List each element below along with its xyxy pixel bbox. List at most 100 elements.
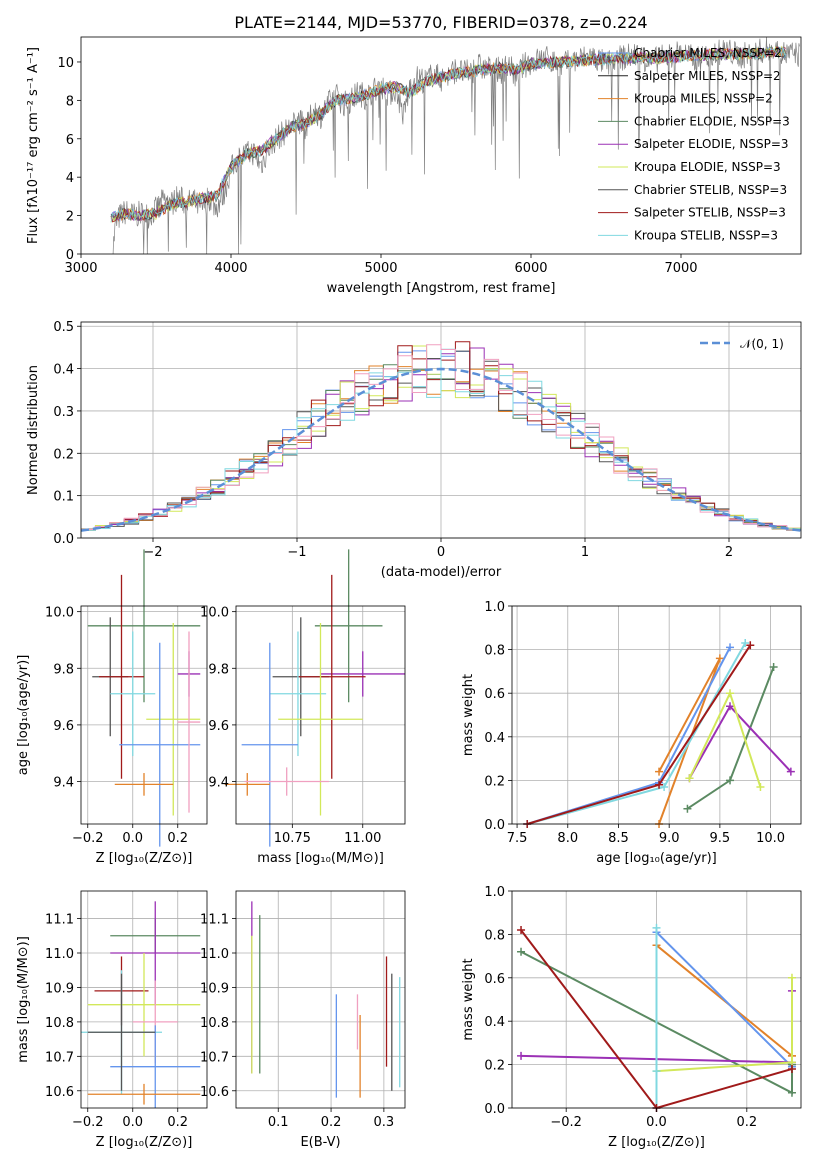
data-point	[726, 776, 735, 785]
x-axis-label: Z [log₁₀(Z/Z⊙)]	[96, 1135, 193, 1150]
legend-label: Kroupa MILES, NSSP=2	[634, 92, 773, 106]
y-tick-label: 0.0	[484, 1102, 505, 1117]
y-tick-label: 0.4	[484, 1015, 505, 1030]
y-tick-label: 10.8	[45, 1016, 74, 1031]
series-line	[688, 690, 762, 788]
x-tick-label: 4000	[214, 261, 247, 276]
x-tick-label: 8.0	[557, 831, 578, 846]
legend-label: Kroupa ELODIE, NSSP=3	[634, 160, 781, 174]
x-tick-label: 7000	[664, 261, 697, 276]
x-tick-label: 9.0	[659, 831, 680, 846]
y-axis-label: mass weight	[461, 958, 476, 1040]
y-tick-label: 1.0	[484, 885, 505, 900]
data-point	[652, 1067, 661, 1076]
y-tick-label: 11.0	[45, 947, 74, 962]
data-point	[715, 654, 724, 663]
y-tick-label: 0.8	[484, 644, 505, 659]
x-tick-label: 0.0	[122, 1115, 143, 1130]
panel-age-vs-mass: 10.75 11.00 9.4 9.6 9.8 10.0 mass [log₁₀(M/M⊙)…	[200, 549, 406, 866]
y-tick-label: 10.0	[45, 606, 74, 621]
data-point	[685, 774, 694, 783]
y-tick-label: 10	[57, 56, 74, 71]
y-tick-label: 0.2	[484, 1059, 505, 1074]
data-point	[746, 641, 755, 650]
y-tick-label: 4	[66, 171, 74, 186]
model-line	[110, 46, 787, 223]
y-tick-label: 10.9	[200, 981, 229, 996]
x-axis-label: Z [log₁₀(Z/Z⊙)]	[608, 1135, 705, 1150]
y-tick-label: 11.1	[45, 913, 74, 928]
y-tick-label: 0.1	[53, 490, 74, 505]
y-tick-label: 0.6	[484, 972, 505, 987]
series-line	[688, 704, 792, 779]
x-tick-label: 0.2	[167, 831, 188, 846]
panel-residuals: −2 −1 0 1 2 0.0 0.1 0.2 0.3 0.4 0.5 (data-model)/er…	[26, 320, 802, 580]
x-tick-label: 0.0	[646, 1115, 667, 1130]
data-point	[741, 639, 750, 648]
x-tick-label: 2	[725, 545, 733, 560]
y-tick-label: 0.6	[484, 687, 505, 702]
y-tick-label: 10.6	[45, 1085, 74, 1100]
y-tick-label: 10.8	[200, 1016, 229, 1031]
y-tick-label: 0.2	[53, 447, 74, 462]
x-tick-label: 0	[437, 545, 445, 560]
data-point	[786, 767, 795, 776]
y-tick-label: 0.3	[53, 405, 74, 420]
legend-label: Chabrier STELIB, NSSP=3	[634, 183, 787, 197]
y-tick-label: 9.6	[53, 719, 74, 734]
axes-frame	[80, 605, 208, 825]
axes-frame	[80, 890, 208, 1109]
y-tick-label: 9.4	[208, 776, 229, 791]
y-tick-label: 10.0	[200, 606, 229, 621]
data-point	[655, 767, 664, 776]
data-point	[517, 947, 526, 956]
x-tick-label: 0.0	[122, 831, 143, 846]
y-tick-label: 0.5	[53, 320, 74, 335]
chart-title: PLATE=2144, MJD=53770, FIBERID=0378, z=0…	[234, 13, 647, 32]
x-tick-label: 0.1	[268, 1115, 289, 1130]
axes-frame	[235, 890, 406, 1109]
x-axis-label: wavelength [Angstrom, rest frame]	[327, 281, 556, 296]
y-tick-label: 10.9	[45, 981, 74, 996]
x-tick-label: 0.3	[374, 1115, 395, 1130]
x-tick-label: −2	[143, 545, 162, 560]
x-axis-label: mass [log₁₀(M/M⊙)]	[257, 851, 384, 866]
x-tick-label: 5000	[364, 261, 397, 276]
y-tick-label: 0.2	[484, 774, 505, 789]
x-tick-label: −0.2	[72, 831, 104, 846]
data-point	[655, 780, 664, 789]
x-tick-label: 10.75	[274, 831, 311, 846]
data-point	[517, 1051, 526, 1060]
panel-mass-vs-Z: −0.2 0.0 0.2 10.6 10.7 10.8 10.9 11.0 11.1 Z [log…	[16, 890, 208, 1150]
x-tick-label: 7.5	[507, 831, 528, 846]
legend-label: Chabrier MILES, NSSP=2	[634, 46, 782, 60]
data-point	[787, 1088, 796, 1097]
y-tick-label: 10.7	[200, 1050, 229, 1065]
y-tick-label: 0	[66, 248, 74, 263]
panel-weight-vs-age: 7.5 8.0 8.5 9.0 9.5 10.0 0.0 0.2 0.4 0.6 0.8 1.0 age…	[461, 600, 802, 866]
gaussian-curve	[80, 367, 802, 532]
x-axis-label: E(B-V)	[300, 1135, 340, 1150]
y-tick-label: 8	[66, 94, 74, 109]
y-tick-label: 6	[66, 133, 74, 148]
x-tick-label: 6000	[514, 261, 547, 276]
x-tick-label: 10.0	[756, 831, 785, 846]
x-tick-label: 8.5	[608, 831, 629, 846]
x-tick-label: 9.5	[710, 831, 731, 846]
data-point	[726, 643, 735, 652]
legend-label: Salpeter STELIB, NSSP=3	[634, 206, 786, 220]
y-tick-label: 9.6	[208, 719, 229, 734]
y-axis-label: mass [log₁₀(M/M⊙)]	[16, 936, 31, 1063]
panel-age-vs-Z: −0.2 0.0 0.2 9.4 9.6 9.8 10.0 Z [log₁₀(Z/Z⊙)] ag…	[16, 549, 208, 866]
axes-frame	[235, 605, 406, 825]
data-point	[756, 782, 765, 791]
y-tick-label: 0.0	[484, 818, 505, 833]
y-tick-label: 1.0	[484, 600, 505, 615]
spectrum-plot-area	[110, 37, 800, 254]
x-tick-label: −1	[287, 545, 306, 560]
x-tick-label: −0.2	[72, 1115, 104, 1130]
x-tick-label: 11.00	[344, 831, 381, 846]
y-tick-label: 9.8	[208, 662, 229, 677]
data-point	[787, 973, 796, 982]
